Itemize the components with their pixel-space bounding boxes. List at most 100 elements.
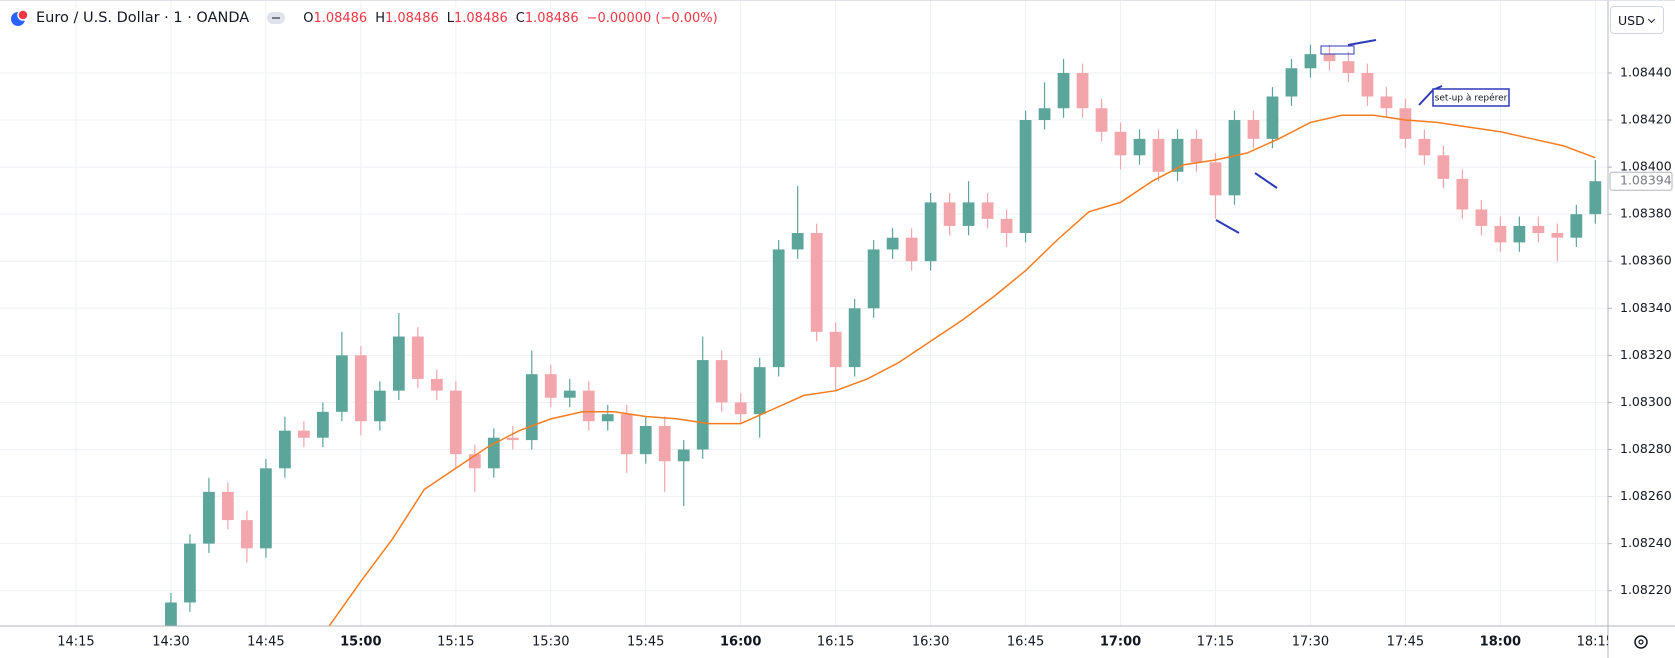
x-tick-label: 16:30 — [912, 635, 949, 650]
moving-average — [328, 114, 1596, 626]
collapse-button[interactable] — [267, 12, 286, 24]
y-tick-label: 1.08300 — [1620, 394, 1672, 409]
ohlc-key: O — [303, 10, 314, 26]
candle-body — [1437, 155, 1450, 179]
candle-body — [1114, 131, 1127, 156]
candle-body — [430, 378, 443, 391]
legend-header: Euro / U.S. Dollar · 1 · OANDA O 1.08486 … — [10, 9, 718, 27]
y-tick-label: 1.08360 — [1620, 253, 1672, 268]
candle-body — [165, 602, 177, 626]
plot-area — [165, 44, 1602, 626]
axes: 1.08220 1.08240 1.08260 1.08280 1.08300 1.083… — [1608, 64, 1673, 597]
ohlc-key: C — [515, 10, 525, 26]
candle-body — [316, 411, 329, 438]
candle-body — [1209, 162, 1222, 196]
x-tick-label: 15:15 — [437, 635, 474, 650]
candle-body — [639, 425, 652, 455]
y-tick-label: 1.08260 — [1620, 488, 1672, 503]
candle-body — [1418, 138, 1431, 156]
currency-button[interactable]: USD — [1610, 6, 1664, 34]
gear[interactable] — [1634, 635, 1648, 649]
candle-body — [373, 390, 386, 422]
x-tick-label: 15:00 — [340, 635, 381, 650]
x-tick-label: 16:45 — [1007, 635, 1044, 650]
candle-body — [1323, 54, 1336, 62]
candle-body — [1228, 120, 1241, 196]
candle-body — [1019, 120, 1032, 233]
candle-body — [1247, 120, 1260, 139]
candle-body — [222, 491, 234, 521]
x-tick-label: 15:30 — [532, 635, 569, 650]
candle-body — [1000, 218, 1013, 233]
candle-body — [867, 249, 880, 309]
x-tick-label: 18:00 — [1480, 635, 1521, 650]
drawn-line — [1347, 39, 1377, 46]
time-axis: 14:15 14:30 14:45 15:00 15:15 15:30 15:45 16:00… — [57, 635, 1614, 650]
drawn-rect — [1320, 45, 1355, 55]
y-tick-label: 1.08440 — [1620, 64, 1672, 79]
x-tick-label: 16:15 — [817, 635, 854, 650]
candle-body — [468, 454, 481, 469]
candle-body — [924, 202, 937, 262]
candle-body — [1361, 72, 1374, 97]
candle-body — [203, 491, 215, 544]
candle-body — [1513, 225, 1526, 243]
candle-body — [525, 374, 538, 441]
x-tick-label: 17:45 — [1387, 635, 1424, 650]
y-tick-label: 1.08340 — [1620, 300, 1672, 315]
x-tick-label: 17:15 — [1197, 635, 1234, 650]
candle-body — [1532, 225, 1545, 233]
candle-body — [943, 202, 956, 226]
x-tick-label: 15:45 — [627, 635, 664, 650]
symbol: Euro / U.S. Dollar · 1 · OANDA — [36, 10, 250, 26]
ohlc-key: L — [446, 10, 454, 26]
candle-body — [297, 430, 310, 438]
y-tick-label: 1.08240 — [1620, 535, 1672, 550]
candle-body — [1152, 138, 1165, 172]
candle-body — [544, 374, 557, 398]
candle-body — [886, 237, 899, 250]
settings-icon[interactable] — [1634, 635, 1648, 649]
drawn-line — [1418, 89, 1434, 106]
x-tick-label: 18:15 — [1577, 635, 1614, 650]
x-tick-label: 14:30 — [152, 635, 189, 650]
y-tick-label: 1.08400 — [1620, 159, 1672, 174]
candle-body — [392, 336, 405, 391]
ohlc-value: 1.08486 — [524, 10, 579, 26]
candle-body — [1285, 68, 1298, 97]
candle-body — [1171, 138, 1184, 172]
candle-body — [753, 367, 766, 415]
candle-body — [335, 355, 348, 412]
candle-body — [260, 468, 272, 549]
x-tick-label: 17:30 — [1292, 635, 1329, 650]
candle-body — [848, 308, 861, 368]
x-tick-label: 14:45 — [247, 635, 284, 650]
ohlc-value: 1.08486 — [454, 10, 508, 26]
y-tick-label: 1.08420 — [1620, 112, 1672, 127]
drawings: set-up à repérer — [1215, 39, 1510, 234]
candle-body — [1266, 96, 1279, 139]
candle-body — [1380, 96, 1393, 109]
candle-body — [411, 336, 424, 379]
candle-body — [829, 331, 842, 368]
candle-body — [241, 520, 253, 549]
candle-body — [962, 202, 975, 226]
flag-us — [17, 9, 28, 21]
x-tick-label: 14:15 — [57, 635, 94, 650]
x-tick-label: 17:00 — [1100, 635, 1141, 650]
candle-body — [487, 437, 500, 469]
candle-body — [1399, 108, 1412, 139]
candle-body — [810, 232, 823, 332]
candle-body — [677, 449, 690, 462]
candle-body — [354, 355, 367, 422]
last-price-label: 1.08394 — [1620, 173, 1672, 188]
candle-body — [582, 390, 595, 422]
x-tick-label: 16:00 — [720, 635, 761, 650]
gear-center[interactable] — [1638, 639, 1644, 645]
candle-body — [1589, 181, 1602, 215]
candle-body — [184, 543, 196, 603]
candle-body — [1475, 209, 1488, 226]
candle-body — [791, 232, 804, 250]
